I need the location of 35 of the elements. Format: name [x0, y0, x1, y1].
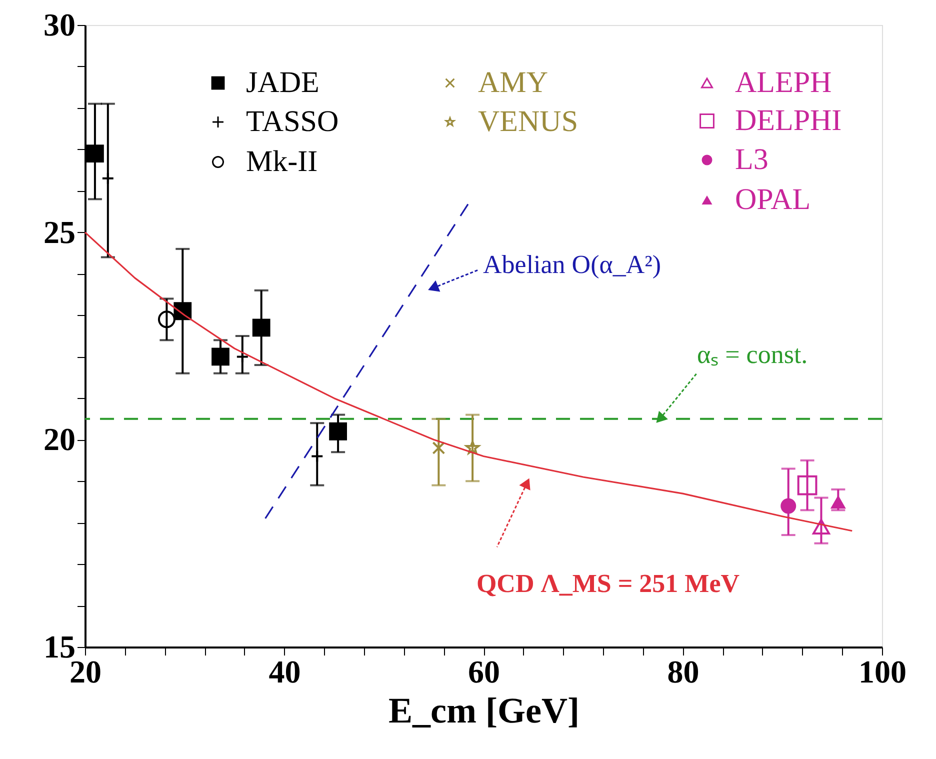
point	[797, 475, 818, 496]
legend-label: TASSO	[246, 105, 339, 138]
x-tick-label: 40	[268, 654, 301, 690]
legend-label: VENUS	[478, 105, 578, 138]
annotation: Abelian O(α_A²)	[483, 250, 662, 279]
legend-label: JADE	[246, 66, 320, 99]
x-tick-label: 80	[667, 654, 700, 690]
point	[212, 348, 230, 366]
legend-label: L3	[735, 143, 768, 176]
point	[329, 422, 347, 440]
point	[236, 350, 249, 364]
legend-label: DELPHI	[735, 104, 842, 137]
y-tick-label: 20	[44, 421, 76, 458]
point	[310, 450, 324, 463]
y-tick-label: 30	[44, 6, 76, 42]
legend-label: AMY	[478, 66, 548, 99]
x-axis-title: E_cm [GeV]	[388, 690, 580, 730]
legend-label: ALEPH	[735, 66, 832, 99]
point	[252, 318, 270, 337]
legend-label: Mk-II	[246, 145, 318, 178]
line-series	[84, 232, 853, 532]
point	[780, 498, 796, 514]
point	[86, 144, 104, 162]
point	[466, 440, 480, 454]
x-tick-label: 100	[858, 654, 906, 690]
legend-label: OPAL	[735, 183, 811, 216]
y-tick-label: 25	[44, 214, 76, 250]
point	[432, 441, 446, 454]
point	[158, 310, 176, 328]
annotation: αₛ = const.	[697, 340, 808, 369]
x-tick-label: 60	[468, 654, 500, 690]
point	[812, 519, 830, 534]
point	[101, 172, 114, 185]
annotation: QCD Λ_MS = 251 MeV	[476, 569, 740, 598]
point	[830, 495, 846, 509]
